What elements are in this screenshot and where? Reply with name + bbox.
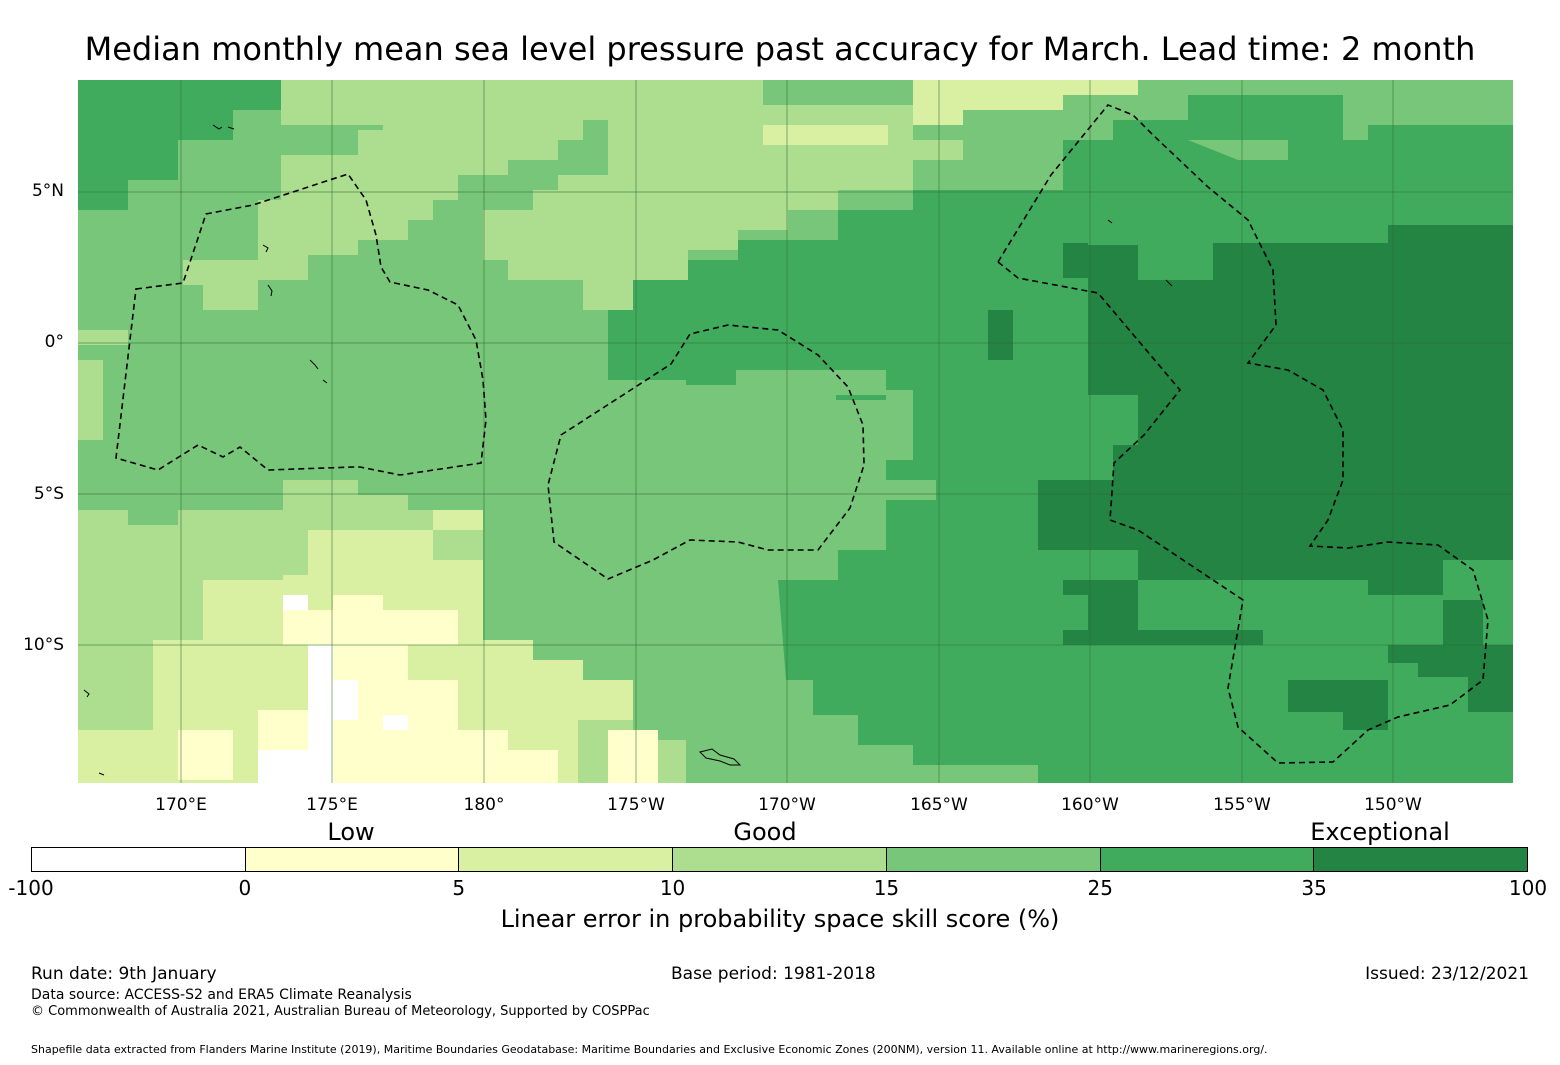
- region-25-35: [78, 80, 281, 210]
- lon-label-150w: 150°W: [1364, 795, 1422, 815]
- region-10-15-w: [78, 330, 128, 345]
- region-5-10-b: [763, 125, 888, 145]
- category-low: Low: [327, 818, 375, 846]
- colorbar-segment-1: [245, 848, 460, 871]
- colorbar-segment-3: [673, 848, 887, 871]
- phoenix-islands-eez: [547, 324, 865, 580]
- skill-regions: [78, 80, 1513, 783]
- category-exceptional: Exceptional: [1310, 818, 1450, 846]
- atoll-7: [1107, 219, 1113, 224]
- region-10-15: [183, 80, 608, 310]
- region-0-5-c: [608, 730, 658, 783]
- region-negative-b: [283, 595, 308, 610]
- copyright: © Commonwealth of Australia 2021, Austra…: [31, 1004, 650, 1019]
- colorbar-tick-label: 15: [873, 876, 900, 900]
- atoll-3: [309, 359, 319, 370]
- atoll-1: [262, 244, 269, 253]
- colorbar-segment-0: [32, 848, 246, 871]
- skill-score-map: [78, 80, 1513, 783]
- samoa-coast: [699, 748, 742, 766]
- region-5-10: [913, 80, 1138, 125]
- region-10-15-w2: [78, 360, 103, 440]
- colorbar: [31, 847, 1528, 872]
- kiribati-gilberts-eez: [115, 173, 487, 476]
- atoll-5: [212, 124, 223, 130]
- region-15-25-c: [686, 370, 936, 500]
- colorbar-tick-label: 0: [238, 876, 252, 900]
- colorbar-segment-2: [459, 848, 674, 871]
- region-35-100-d: [1063, 243, 1088, 278]
- atoll-4: [322, 379, 328, 384]
- base-period: Base period: 1981-2018: [671, 964, 876, 984]
- eez-boundaries: [115, 104, 1489, 764]
- lon-label-160w: 160°W: [1061, 795, 1119, 815]
- category-good: Good: [733, 818, 797, 846]
- lon-label-170w: 170°W: [758, 795, 816, 815]
- atoll-9: [83, 689, 90, 698]
- lon-label-170e: 170°E: [155, 795, 207, 815]
- colorbar-tick-label: 5: [452, 876, 466, 900]
- island-coastlines: [83, 124, 1173, 776]
- lon-label-155w: 155°W: [1213, 795, 1271, 815]
- region-35-100: [1038, 225, 1513, 595]
- region-5-10-x: [233, 510, 483, 595]
- shapefile-credit: Shapefile data extracted from Flanders M…: [31, 1043, 1268, 1056]
- line-islands-eez: [996, 104, 1489, 764]
- atoll-8: [1165, 279, 1173, 287]
- lon-label-175w: 175°W: [607, 795, 665, 815]
- region-35-100-c: [988, 310, 1013, 360]
- colorbar-segment-6: [1314, 848, 1528, 871]
- data-source: Data source: ACCESS-S2 and ERA5 Climate …: [31, 987, 412, 1003]
- colorbar-tick-label: 10: [659, 876, 686, 900]
- lon-label-180: 180°: [463, 795, 505, 815]
- map-title: Median monthly mean sea level pressure p…: [84, 30, 1476, 68]
- colorbar-tick-label: 35: [1301, 876, 1327, 900]
- colorbar-tick-label: 25: [1087, 876, 1114, 900]
- lat-label-0: 0°: [44, 332, 64, 352]
- region-35-100-b: [1038, 580, 1513, 730]
- region-15-25-d: [1188, 125, 1368, 160]
- atoll-6: [227, 126, 235, 130]
- atoll-10: [98, 772, 105, 776]
- run-date: Run date: 9th January: [31, 964, 217, 984]
- lon-label-165w: 165°W: [910, 795, 968, 815]
- colorbar-segment-5: [1100, 848, 1315, 871]
- map-canvas: [78, 80, 1513, 783]
- colorbar-tick-label: -100: [8, 876, 54, 900]
- lon-label-175e: 175°E: [306, 795, 358, 815]
- lat-label-10s: 10°S: [23, 635, 64, 655]
- lat-label-5s: 5°S: [33, 484, 64, 504]
- atoll-2: [267, 284, 273, 297]
- lat-label-5n: 5°N: [31, 181, 64, 201]
- region-negative-c: [383, 715, 408, 730]
- region-0-5-b: [178, 730, 233, 780]
- issued-date: Issued: 23/12/2021: [1365, 964, 1529, 984]
- region-25-35-f: [778, 580, 886, 680]
- colorbar-tick-label: 100: [1508, 876, 1548, 900]
- colorbar-segment-4: [886, 848, 1101, 871]
- graticule: [78, 80, 1513, 783]
- region-negative: [258, 645, 358, 783]
- colorbar-title: Linear error in probability space skill …: [500, 905, 1060, 933]
